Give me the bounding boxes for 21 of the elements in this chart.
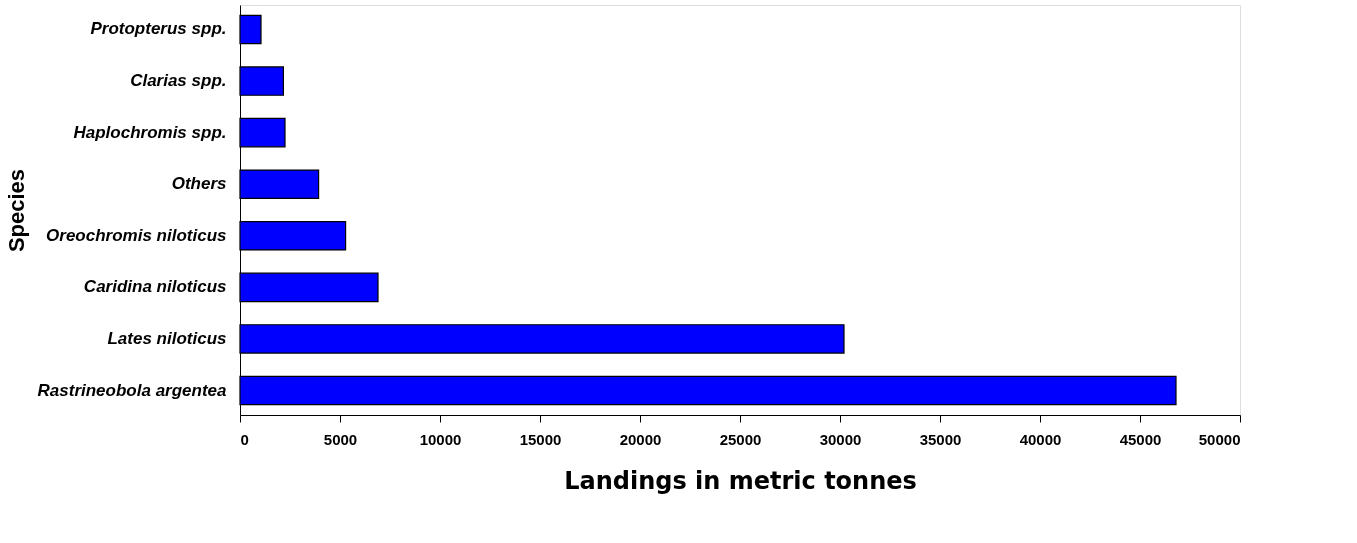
y-tick-label: Clarias spp. xyxy=(130,71,227,91)
x-tick-label: 45000 xyxy=(1119,430,1162,448)
x-tick-label: 15000 xyxy=(519,430,562,448)
x-tick-label: 20000 xyxy=(619,430,662,448)
y-tick-label: Lates niloticus xyxy=(107,328,227,348)
x-tick-label: 40000 xyxy=(1019,430,1062,448)
x-tick-label: 35000 xyxy=(919,430,962,448)
y-tick-label: Haplochromis spp. xyxy=(73,122,227,142)
x-tick-label: 30000 xyxy=(819,430,862,448)
x-tick-label: 25000 xyxy=(719,430,762,448)
y-axis-title: Species xyxy=(3,168,29,253)
x-axis-title: Landings in metric tonnes xyxy=(564,466,917,495)
y-tick-label: Caridina niloticus xyxy=(83,277,227,297)
y-tick-label: Rastrineobola argentea xyxy=(37,380,227,400)
y-tick-label: Protopterus spp. xyxy=(90,19,227,39)
x-tick-label: 50000 xyxy=(1198,430,1241,448)
y-tick-label: Others xyxy=(171,174,227,194)
x-tick-label: 0 xyxy=(240,430,249,448)
x-tick-label: 5000 xyxy=(323,430,358,448)
x-tick-label: 10000 xyxy=(419,430,462,448)
y-tick-label: Oreochromis niloticus xyxy=(46,225,227,245)
